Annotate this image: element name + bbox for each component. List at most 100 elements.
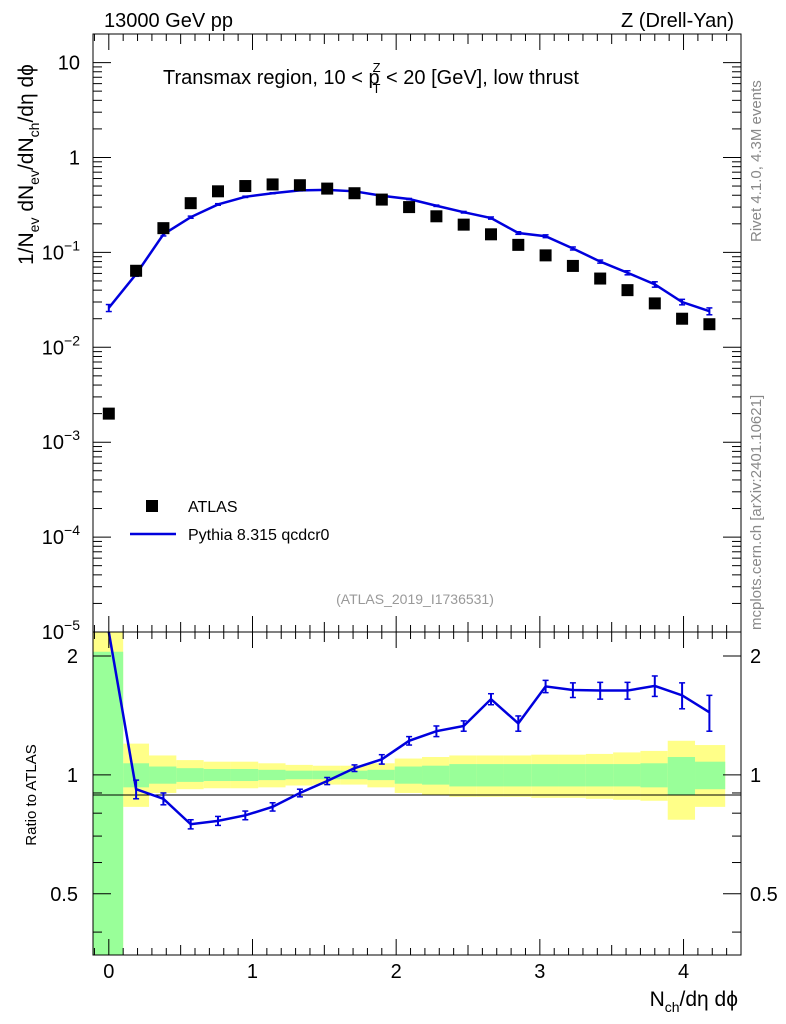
version-label: Rivet 4.1.0, 4.3M events — [748, 80, 765, 242]
header-right: Z (Drell-Yan) — [621, 10, 734, 32]
ratio-ytick-label-right: 1 — [750, 765, 761, 787]
main-ytick-label-exponent: −3 — [64, 427, 80, 443]
atlas-data-point — [621, 284, 634, 297]
ratio-band-inner — [422, 765, 450, 785]
main-ytick-label: 10−5 — [42, 617, 80, 644]
x-tick-label: 1 — [247, 961, 258, 983]
ylabel-sub-3: ch — [26, 123, 42, 138]
ratio-ytick-label-right: 2 — [750, 646, 761, 668]
ylabel-part-4: /dη dϕ — [15, 64, 38, 122]
ratio-band-inner — [476, 764, 504, 787]
ratio-xticks: 0 1 2 3 4 — [93, 632, 742, 983]
plot-title-suffix: < 20 [GeV], low thrust — [381, 67, 580, 89]
x-tick-label: 0 — [103, 961, 114, 983]
ratio-band-inner — [285, 770, 313, 780]
main-ytick-label: 10−1 — [42, 237, 80, 264]
ratio-y-axis-label: Ratio to ATLAS — [23, 744, 40, 845]
atlas-data-point — [212, 185, 225, 198]
main-ytick-label-mantissa: 10 — [42, 242, 64, 264]
main-ytick-label-mantissa: 1 — [69, 147, 80, 169]
ratio-band-inner — [93, 651, 124, 955]
ratio-frame — [92, 631, 742, 956]
xlabel-rest: /dη dϕ — [680, 988, 738, 1011]
main-data-layer — [102, 178, 716, 420]
ratio-band-inner — [449, 764, 477, 787]
ratio-band-inner — [367, 769, 395, 781]
ratio-band-inner — [695, 761, 726, 790]
atlas-data-point — [293, 179, 306, 192]
atlas-data-point — [266, 178, 279, 191]
main-ytick-label: 10−2 — [42, 332, 80, 359]
ratio-band-inner — [640, 763, 668, 788]
atlas-data-point — [512, 238, 525, 251]
atlas-data-point — [184, 197, 197, 210]
atlas-data-point — [594, 272, 607, 285]
main-ytick-label-exponent: −2 — [64, 332, 80, 348]
ylabel-part-2: dN — [15, 185, 38, 218]
ratio-band-layer — [93, 632, 726, 955]
ratio-band-inner — [613, 764, 641, 787]
atlas-data-point — [157, 222, 170, 235]
main-ytick-label-mantissa: 10 — [42, 337, 64, 359]
plot-title-sub: T — [373, 81, 381, 96]
ratio-band-inner — [667, 756, 696, 795]
ratio-yticks: 2 2 1 1 0.5 0.5 — [50, 646, 778, 933]
atlas-data-point — [703, 318, 716, 331]
ratio-band-inner — [531, 764, 559, 787]
main-ytick-label-mantissa: 10 — [42, 622, 64, 644]
ratio-band-inner — [258, 769, 286, 781]
main-ytick-label-mantissa: 10 — [42, 527, 64, 549]
plot-title: Transmax region, 10 < pZ T < 20 [GeV], lo… — [163, 60, 579, 96]
main-ytick-label: 10−4 — [42, 522, 80, 549]
ratio-band-inner — [558, 764, 586, 787]
main-ytick-label-exponent: −1 — [64, 237, 80, 253]
x-axis-label: Nch/dη dϕ — [650, 988, 738, 1015]
main-ytick-label: 10 — [58, 53, 80, 75]
legend-data-marker — [146, 500, 158, 512]
xlabel-sub: ch — [665, 999, 680, 1015]
xlabel-main: N — [650, 988, 665, 1011]
atlas-data-point — [566, 259, 579, 272]
ratio-band-inner — [394, 766, 423, 784]
main-y-axis-label: 1/Nev dNev/dNch/dη dϕ — [15, 64, 42, 265]
atlas-data-point — [321, 182, 334, 195]
ratio-ytick-label: 2 — [67, 646, 78, 668]
atlas-data-point — [457, 218, 470, 231]
main-xticks — [93, 34, 742, 632]
ratio-band-inner — [149, 766, 177, 784]
ratio-band-inner — [203, 768, 231, 782]
main-ytick-label-exponent: −4 — [64, 522, 80, 538]
ratio-band-inner — [585, 764, 614, 787]
main-ytick-label: 1 — [69, 147, 80, 169]
ratio-ytick-label: 1 — [67, 765, 78, 787]
atlas-data-point — [348, 187, 361, 200]
main-ytick-label-mantissa: 10 — [42, 432, 64, 454]
atlas-data-point — [130, 264, 143, 277]
main-ytick-label-mantissa: 10 — [58, 53, 80, 75]
main-ytick-label-exponent: −5 — [64, 617, 80, 633]
legend-mc-label: Pythia 8.315 qcdcr0 — [188, 527, 330, 544]
header-left: 13000 GeV pp — [104, 10, 233, 32]
atlas-data-point — [102, 407, 115, 420]
ratio-band-inner — [176, 768, 204, 782]
ratio-band-inner — [230, 768, 259, 782]
plot-title-prefix: Transmax region, 10 < p — [163, 67, 380, 89]
ylabel-part-3: /dN — [15, 137, 38, 170]
atlas-data-point — [239, 180, 252, 193]
ratio-panel: 2 2 1 1 0.5 0.5 0 1 2 3 4 Ratio to ATLAS Nch/dη d… — [23, 631, 778, 1015]
ratio-band-inner — [340, 770, 368, 780]
ratio-ytick-label: 0.5 — [50, 884, 78, 906]
atlas-data-point — [648, 297, 661, 310]
atlas-data-point — [539, 249, 552, 262]
atlas-data-point — [430, 210, 443, 223]
legend-data-label: ATLAS — [188, 499, 238, 516]
source-label: mcplots.cern.ch [arXiv:2401.10621] — [748, 395, 765, 630]
ylabel-part-1: 1/N — [15, 232, 38, 265]
ylabel-sub-2: ev — [26, 170, 42, 185]
atlas-data-point — [484, 228, 497, 241]
ratio-band-inner — [503, 764, 532, 787]
x-tick-label: 4 — [678, 961, 689, 983]
